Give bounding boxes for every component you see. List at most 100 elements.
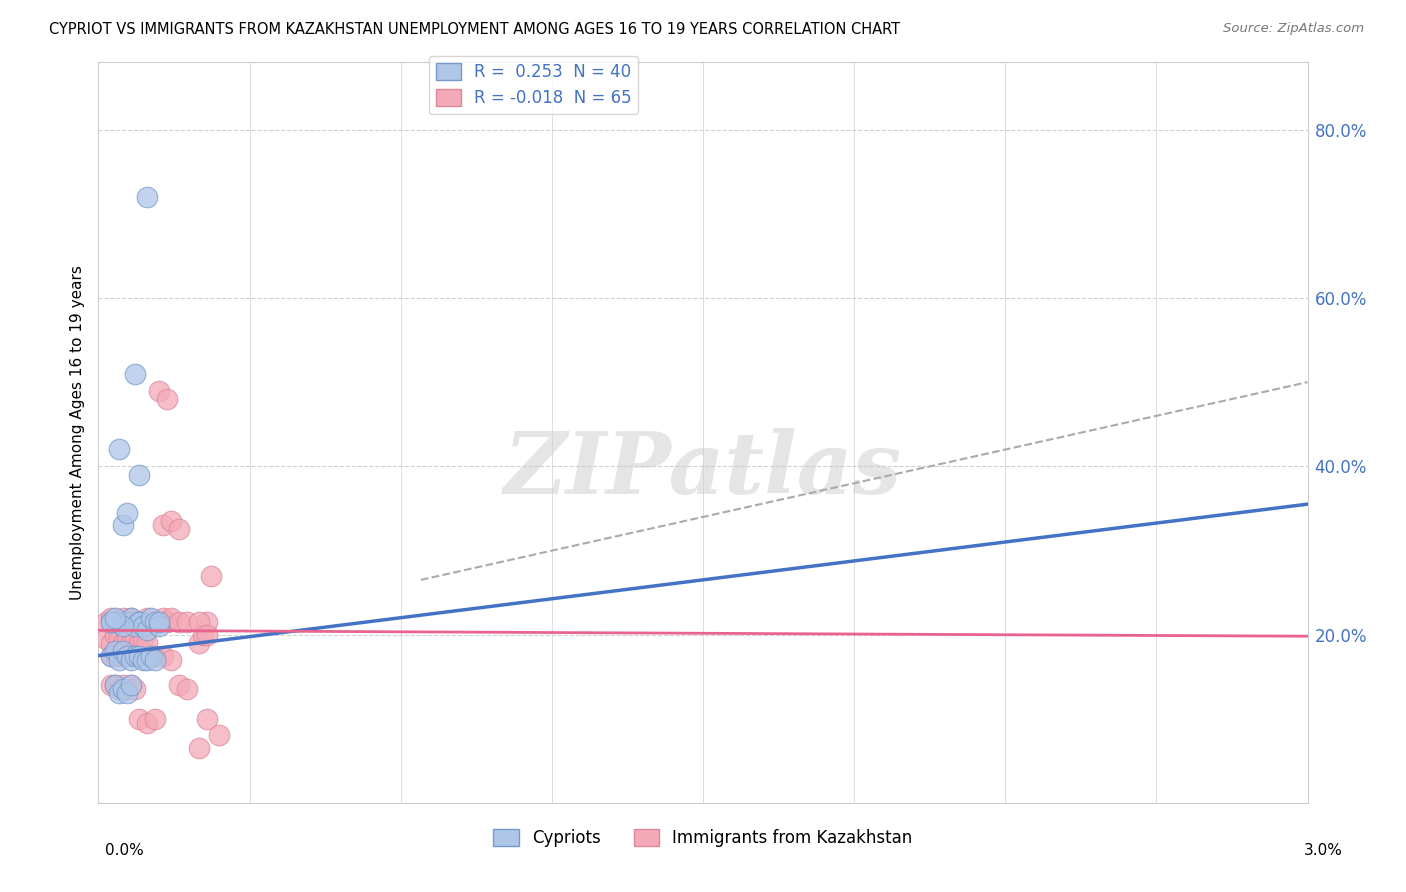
- Point: [139, 610, 162, 624]
- Point: [111, 648, 134, 663]
- Point: [120, 615, 142, 629]
- Point: [188, 636, 211, 650]
- Point: [143, 712, 166, 726]
- Point: [135, 653, 157, 667]
- Point: [193, 627, 215, 641]
- Point: [115, 506, 138, 520]
- Point: [176, 615, 198, 629]
- Point: [111, 678, 134, 692]
- Point: [132, 615, 155, 629]
- Point: [124, 619, 146, 633]
- Point: [152, 648, 174, 663]
- Point: [120, 653, 142, 667]
- Text: 0.0%: 0.0%: [105, 843, 145, 858]
- Point: [208, 729, 231, 743]
- Point: [167, 615, 190, 629]
- Point: [124, 648, 146, 663]
- Point: [148, 384, 170, 398]
- Point: [195, 615, 218, 629]
- Point: [103, 627, 125, 641]
- Point: [135, 610, 157, 624]
- Point: [128, 467, 150, 482]
- Point: [160, 610, 183, 624]
- Point: [100, 615, 122, 629]
- Point: [115, 648, 138, 663]
- Point: [135, 715, 157, 730]
- Point: [100, 615, 122, 629]
- Point: [152, 518, 174, 533]
- Point: [120, 610, 142, 624]
- Point: [107, 615, 129, 629]
- Point: [96, 615, 118, 629]
- Text: Source: ZipAtlas.com: Source: ZipAtlas.com: [1223, 22, 1364, 36]
- Point: [128, 615, 150, 629]
- Point: [107, 682, 129, 697]
- Point: [115, 648, 138, 663]
- Point: [103, 615, 125, 629]
- Point: [100, 678, 122, 692]
- Point: [128, 636, 150, 650]
- Point: [143, 648, 166, 663]
- Point: [143, 653, 166, 667]
- Point: [115, 615, 138, 629]
- Point: [103, 648, 125, 663]
- Point: [124, 632, 146, 646]
- Point: [103, 678, 125, 692]
- Point: [132, 619, 155, 633]
- Point: [152, 610, 174, 624]
- Point: [124, 615, 146, 629]
- Point: [128, 712, 150, 726]
- Point: [176, 682, 198, 697]
- Point: [111, 644, 134, 658]
- Point: [107, 632, 129, 646]
- Point: [128, 648, 150, 663]
- Point: [188, 741, 211, 756]
- Point: [139, 648, 162, 663]
- Point: [124, 682, 146, 697]
- Point: [100, 636, 122, 650]
- Point: [135, 190, 157, 204]
- Point: [103, 678, 125, 692]
- Point: [148, 615, 170, 629]
- Point: [96, 632, 118, 646]
- Legend: Cypriots, Immigrants from Kazakhstan: Cypriots, Immigrants from Kazakhstan: [486, 822, 920, 854]
- Point: [120, 678, 142, 692]
- Point: [100, 648, 122, 663]
- Point: [132, 653, 155, 667]
- Point: [132, 632, 155, 646]
- Text: 3.0%: 3.0%: [1303, 843, 1343, 858]
- Point: [107, 686, 129, 700]
- Point: [120, 648, 142, 663]
- Point: [103, 610, 125, 624]
- Point: [160, 514, 183, 528]
- Point: [128, 615, 150, 629]
- Point: [160, 653, 183, 667]
- Point: [107, 615, 129, 629]
- Point: [111, 682, 134, 697]
- Point: [100, 610, 122, 624]
- Point: [120, 636, 142, 650]
- Point: [143, 615, 166, 629]
- Text: ZIPatlas: ZIPatlas: [503, 428, 903, 511]
- Point: [120, 610, 142, 624]
- Point: [135, 624, 157, 638]
- Point: [124, 367, 146, 381]
- Point: [107, 653, 129, 667]
- Point: [115, 686, 138, 700]
- Point: [103, 615, 125, 629]
- Point: [156, 615, 179, 629]
- Point: [111, 610, 134, 624]
- Point: [111, 518, 134, 533]
- Text: CYPRIOT VS IMMIGRANTS FROM KAZAKHSTAN UNEMPLOYMENT AMONG AGES 16 TO 19 YEARS COR: CYPRIOT VS IMMIGRANTS FROM KAZAKHSTAN UN…: [49, 22, 900, 37]
- Point: [195, 627, 218, 641]
- Point: [128, 615, 150, 629]
- Point: [115, 682, 138, 697]
- Point: [115, 615, 138, 629]
- Point: [135, 636, 157, 650]
- Point: [111, 636, 134, 650]
- Point: [115, 632, 138, 646]
- Y-axis label: Unemployment Among Ages 16 to 19 years: Unemployment Among Ages 16 to 19 years: [69, 265, 84, 600]
- Point: [111, 619, 134, 633]
- Point: [167, 522, 190, 536]
- Point: [167, 678, 190, 692]
